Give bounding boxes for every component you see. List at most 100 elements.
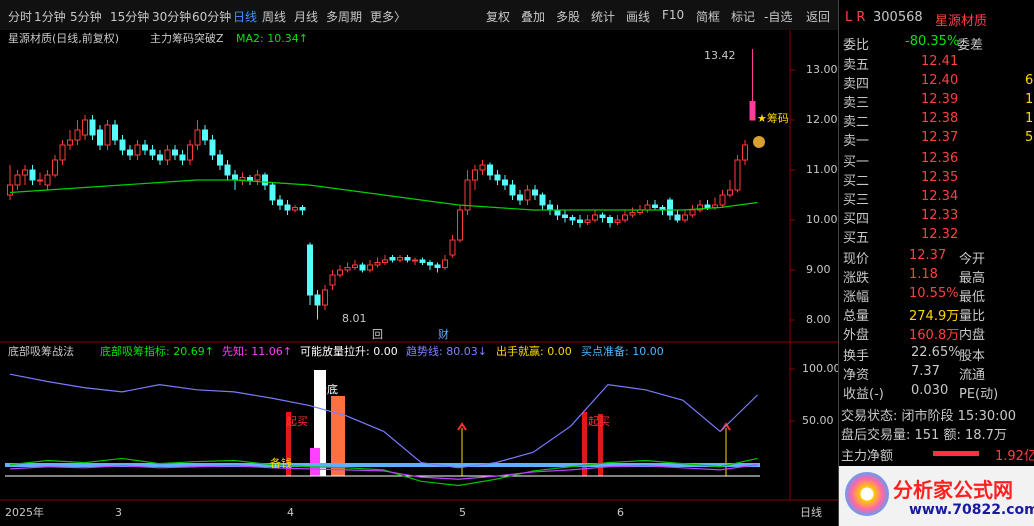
y-tick-label: 50.00 — [802, 414, 834, 427]
candle-body — [532, 189, 538, 196]
candle-body — [622, 214, 628, 221]
candle-body — [112, 124, 118, 141]
candle-body — [164, 149, 171, 161]
candle-body — [412, 259, 418, 262]
candle-body — [524, 189, 531, 201]
candle-body — [487, 164, 493, 176]
candle-body — [329, 274, 336, 286]
tab[interactable]: 分时 — [8, 10, 33, 24]
x-tick-label: 3 — [115, 506, 122, 519]
row-label: 涨幅 — [843, 290, 870, 305]
signal-bar — [582, 412, 587, 476]
row-label: 买四 — [843, 212, 870, 227]
candle-body — [59, 144, 66, 161]
row-value: 12.33 — [921, 208, 959, 223]
candle-body — [479, 164, 486, 171]
candle-body — [389, 257, 396, 261]
candle-body — [464, 179, 471, 211]
candle-body — [74, 129, 81, 141]
candle-body — [704, 204, 711, 208]
tool-button[interactable]: 返回 — [806, 10, 831, 24]
row-label: 现价 — [843, 252, 870, 267]
tab[interactable]: 日线 — [233, 10, 258, 24]
candle-body — [577, 219, 583, 223]
tab[interactable]: 多周期 — [326, 10, 363, 24]
candle-body — [194, 129, 201, 146]
tab[interactable]: 周线 — [262, 10, 287, 24]
candle-body — [562, 214, 568, 218]
signal-label: 备钱 — [270, 456, 292, 470]
toolbar: 分时 1分钟 5分钟 15分钟 30分钟 60分钟 日线 周线 月线 多周期 更多〉 复权 叠加 多股 统计… — [0, 0, 838, 31]
marker: 财 — [438, 327, 449, 341]
tool-button[interactable]: 复权 — [486, 10, 511, 24]
candle-body — [292, 207, 298, 211]
tab[interactable]: 月线 — [294, 10, 319, 24]
tool-button[interactable]: 画线 — [626, 10, 651, 24]
tab[interactable]: 60分钟 — [192, 10, 232, 24]
candle-body — [614, 219, 621, 223]
row-vol: 1 — [1025, 111, 1034, 126]
marker: 回 — [372, 328, 383, 341]
sub-label: 趋势线: 80.03↓ — [406, 344, 487, 358]
candle-body — [307, 244, 313, 296]
y-tick-label: 8.00 — [806, 313, 831, 326]
ma-label: MA2: 10.34↑ — [236, 32, 308, 45]
candle-body — [689, 209, 696, 216]
row-label: 外盘 — [843, 328, 870, 343]
y-tick-label: 100.00 — [802, 362, 838, 375]
candle-body — [352, 264, 358, 268]
x-tick-label: 2025年 — [5, 505, 44, 519]
candle-body — [674, 214, 681, 221]
tool-button[interactable]: 叠加 — [521, 10, 546, 24]
row-label: 最高 — [959, 271, 986, 286]
row-vol: 6 — [1025, 73, 1034, 88]
tool-button[interactable]: 多股 — [556, 10, 581, 24]
row-value: 10.55% — [909, 286, 959, 301]
main-label: 主力净额 — [841, 449, 894, 464]
tab[interactable]: 30分钟 — [152, 10, 192, 24]
row-label: 股本 — [959, 349, 986, 364]
candle-body — [359, 264, 366, 271]
signal-bar — [310, 448, 320, 476]
candle-body — [134, 144, 141, 156]
row-vol: 5 — [1025, 130, 1034, 145]
signal-arrow — [457, 422, 467, 431]
signal-bar — [598, 414, 603, 476]
signal-label: 起买 — [588, 415, 610, 428]
row-label: 卖五 — [843, 58, 870, 73]
row-label: 买五 — [843, 231, 870, 246]
candle-body — [187, 144, 193, 161]
tab[interactable]: 5分钟 — [70, 10, 102, 24]
candle-body — [442, 259, 448, 268]
tool-button[interactable]: F10 — [662, 8, 685, 22]
tab[interactable]: 1分钟 — [34, 10, 66, 24]
row-label: 今开 — [959, 252, 986, 267]
candle-body — [82, 119, 88, 136]
stock-code: 300568 — [873, 10, 923, 25]
candle-body — [322, 289, 328, 306]
candle-body — [262, 174, 268, 186]
tool-button[interactable]: -自选 — [764, 10, 793, 24]
y-tick-label: 13.00 — [806, 63, 838, 76]
row-label: 内盘 — [959, 328, 986, 343]
row-label: 委差 — [957, 38, 984, 53]
quote-panel: L R 300568 星源材质 委比 -80.35% 委差 卖五 12.41 卖四 12.40 6 卖… — [838, 0, 1034, 526]
candle-body — [269, 184, 276, 201]
row-label: 收益(-) — [843, 387, 884, 402]
candle-body — [719, 194, 726, 206]
tab[interactable]: 更多〉 — [370, 10, 407, 24]
sub-label: 可能放量拉升: 0.00 — [300, 344, 398, 358]
candle-body — [224, 164, 231, 176]
row-label: 涨跌 — [843, 271, 870, 286]
row-value: 274.9万 — [909, 309, 960, 324]
tool-button[interactable]: 标记 — [731, 10, 756, 24]
candle-body — [592, 214, 598, 221]
row-value: 22.65% — [911, 345, 961, 360]
tab[interactable]: 15分钟 — [110, 10, 150, 24]
candle-body — [449, 239, 456, 256]
tool-button[interactable]: 统计 — [591, 10, 616, 24]
candle-body — [277, 199, 283, 206]
bg — [0, 30, 838, 526]
candle-body — [142, 144, 148, 151]
tool-button[interactable]: 简框 — [696, 10, 721, 24]
